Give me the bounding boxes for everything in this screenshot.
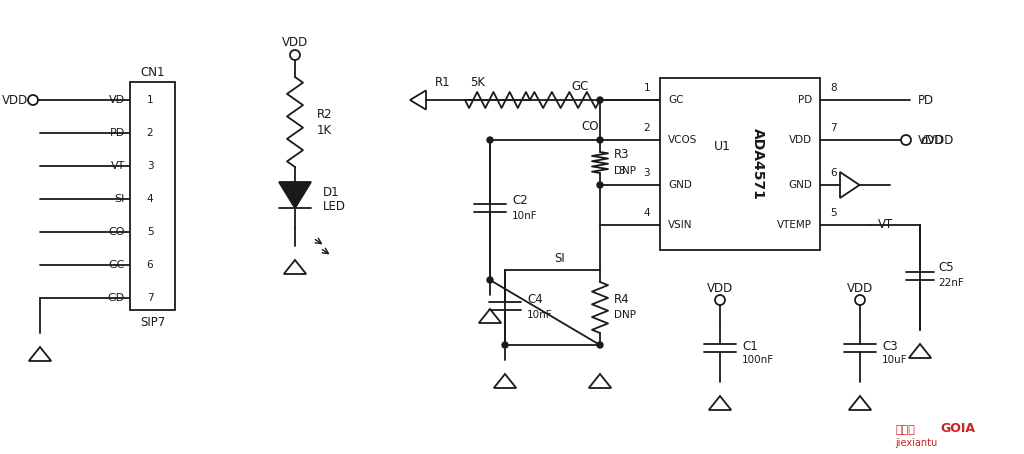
Text: 5: 5 bbox=[830, 208, 837, 218]
Text: 100nF: 100nF bbox=[742, 355, 774, 365]
Text: VDD: VDD bbox=[2, 94, 28, 107]
Text: VDD: VDD bbox=[847, 281, 873, 295]
Bar bbox=[660, 78, 820, 250]
Text: 4: 4 bbox=[146, 194, 154, 204]
Text: 3: 3 bbox=[643, 168, 650, 178]
Polygon shape bbox=[284, 260, 306, 274]
Polygon shape bbox=[479, 309, 501, 323]
Text: VDD: VDD bbox=[707, 281, 733, 295]
Circle shape bbox=[487, 277, 493, 283]
Text: CN1: CN1 bbox=[140, 65, 165, 79]
Text: C1: C1 bbox=[742, 340, 758, 352]
Text: SIP7: SIP7 bbox=[140, 316, 165, 329]
Text: 1: 1 bbox=[146, 95, 154, 105]
Text: 7: 7 bbox=[830, 123, 837, 133]
Polygon shape bbox=[909, 344, 931, 358]
Text: C5: C5 bbox=[938, 261, 953, 274]
Polygon shape bbox=[29, 347, 51, 361]
Text: 6: 6 bbox=[830, 168, 837, 178]
Circle shape bbox=[597, 342, 603, 348]
Text: GOIA: GOIA bbox=[940, 422, 975, 435]
Circle shape bbox=[502, 342, 508, 348]
Text: GC: GC bbox=[109, 260, 125, 270]
Text: U1: U1 bbox=[714, 139, 730, 153]
Text: GND: GND bbox=[668, 180, 692, 190]
Text: C3: C3 bbox=[882, 340, 898, 352]
Text: VDD: VDD bbox=[788, 135, 812, 145]
Text: GND: GND bbox=[788, 180, 812, 190]
Text: GC: GC bbox=[668, 95, 683, 105]
Text: CO: CO bbox=[582, 119, 599, 133]
Text: 8: 8 bbox=[830, 83, 837, 93]
Text: 5: 5 bbox=[146, 227, 154, 237]
Text: R4: R4 bbox=[614, 293, 630, 306]
Text: 10nF: 10nF bbox=[527, 311, 553, 321]
Text: PD: PD bbox=[110, 128, 125, 138]
Text: 接线图: 接线图 bbox=[895, 425, 914, 435]
Text: 4: 4 bbox=[643, 208, 650, 218]
Text: 5K: 5K bbox=[470, 75, 485, 89]
Text: VD: VD bbox=[109, 95, 125, 105]
Text: DNP: DNP bbox=[614, 311, 636, 321]
Text: 3: 3 bbox=[146, 161, 154, 171]
Text: 3: 3 bbox=[618, 166, 625, 176]
Text: R2: R2 bbox=[317, 108, 333, 120]
Text: 1K: 1K bbox=[317, 123, 332, 137]
Text: GD: GD bbox=[108, 293, 125, 303]
Text: VDD: VDD bbox=[918, 133, 944, 147]
Text: ADA4571: ADA4571 bbox=[751, 128, 765, 200]
Text: PD: PD bbox=[798, 95, 812, 105]
Text: C2: C2 bbox=[512, 193, 527, 207]
Bar bbox=[130, 82, 175, 310]
Text: DNP: DNP bbox=[614, 166, 636, 176]
Text: VSIN: VSIN bbox=[668, 220, 692, 230]
Polygon shape bbox=[840, 172, 859, 198]
Text: 10uF: 10uF bbox=[882, 355, 907, 365]
Polygon shape bbox=[709, 396, 731, 410]
Text: 6: 6 bbox=[146, 260, 154, 270]
Polygon shape bbox=[494, 374, 516, 388]
Text: jiexiantu: jiexiantu bbox=[895, 438, 937, 448]
Text: 2: 2 bbox=[643, 123, 650, 133]
Text: R3: R3 bbox=[614, 148, 630, 161]
Polygon shape bbox=[849, 396, 871, 410]
Text: CO: CO bbox=[109, 227, 125, 237]
Circle shape bbox=[597, 182, 603, 188]
Circle shape bbox=[597, 97, 603, 103]
Text: VT: VT bbox=[111, 161, 125, 171]
Text: C4: C4 bbox=[527, 293, 543, 306]
Text: GC: GC bbox=[571, 79, 589, 93]
Text: SI: SI bbox=[555, 252, 565, 265]
Text: VDD: VDD bbox=[282, 36, 308, 49]
Text: PD: PD bbox=[918, 94, 934, 107]
Text: VTEMP: VTEMP bbox=[777, 220, 812, 230]
Text: VCOS: VCOS bbox=[668, 135, 697, 145]
Text: R1: R1 bbox=[435, 75, 451, 89]
Text: 10nF: 10nF bbox=[512, 211, 538, 221]
Text: 22nF: 22nF bbox=[938, 278, 964, 288]
Text: 2: 2 bbox=[146, 128, 154, 138]
Circle shape bbox=[597, 137, 603, 143]
Text: 7: 7 bbox=[146, 293, 154, 303]
Text: LED: LED bbox=[323, 201, 346, 213]
Polygon shape bbox=[589, 374, 611, 388]
Polygon shape bbox=[279, 182, 311, 208]
Text: D1: D1 bbox=[323, 186, 340, 198]
Circle shape bbox=[487, 137, 493, 143]
Polygon shape bbox=[410, 90, 426, 109]
Text: VT: VT bbox=[878, 218, 893, 232]
Text: 1: 1 bbox=[643, 83, 650, 93]
Text: SI: SI bbox=[115, 194, 125, 204]
Text: oVDD: oVDD bbox=[920, 133, 953, 147]
